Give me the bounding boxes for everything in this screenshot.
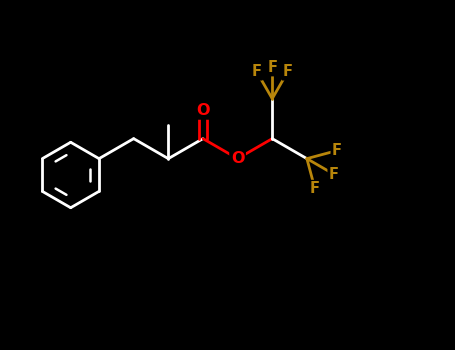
Text: F: F: [329, 167, 339, 182]
Text: F: F: [267, 60, 277, 75]
Text: O: O: [196, 103, 210, 118]
Text: O: O: [231, 151, 244, 166]
Text: F: F: [310, 181, 320, 196]
Text: F: F: [283, 64, 293, 79]
Text: F: F: [332, 143, 342, 158]
Text: F: F: [252, 64, 262, 79]
